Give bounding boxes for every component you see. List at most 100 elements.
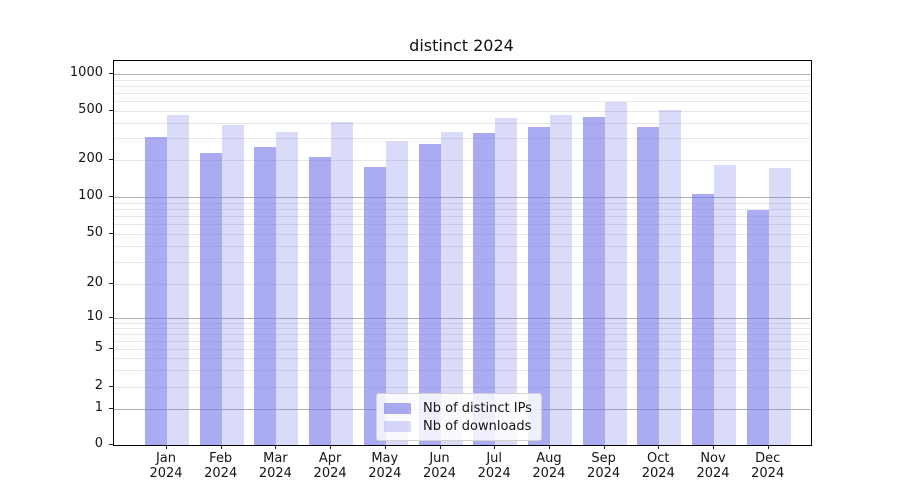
y-axis-tick-label: 2 <box>94 378 103 393</box>
bar-distinct-ips-aug <box>527 127 550 445</box>
y-axis-tick-mark <box>109 317 113 319</box>
grid-line-minor <box>114 111 811 112</box>
bar-downloads-may <box>385 141 408 445</box>
x-axis-year-label: 2024 <box>587 466 621 481</box>
x-axis-tick-mark <box>713 445 714 449</box>
plot-area <box>113 60 812 446</box>
bar-downloads-jan <box>167 114 189 445</box>
bar-distinct-ips-mar <box>254 147 277 445</box>
bar-downloads-mar <box>276 131 299 445</box>
bar-distinct-ips-dec <box>746 210 769 445</box>
grid-line-minor <box>114 160 811 161</box>
grid-line-minor <box>114 283 811 285</box>
y-axis-tick-label: 1000 <box>69 65 103 80</box>
x-axis-tick-mark <box>767 445 769 449</box>
bar-distinct-ips-sep <box>582 117 605 445</box>
bar-downloads-nov <box>714 165 736 445</box>
x-axis-tick-label: Nov 2024 <box>673 451 753 481</box>
bar-downloads-sep <box>604 102 627 445</box>
x-axis-tick-mark <box>220 445 222 449</box>
x-axis-tick-mark <box>330 445 332 449</box>
grid-line-minor <box>114 122 811 124</box>
x-axis-month-label: Oct <box>647 451 670 466</box>
bar-downloads-jun <box>440 131 463 445</box>
x-axis-tick-mark <box>603 445 605 449</box>
x-axis-month-label: Jul <box>486 451 503 466</box>
x-axis-year-label: 2024 <box>149 466 183 481</box>
x-axis-month-label: Feb <box>209 451 233 466</box>
grid-line-major <box>114 197 811 198</box>
x-axis-tick-mark <box>658 445 660 449</box>
grid-line-minor <box>114 370 811 372</box>
legend-label: Nb of distinct IPs <box>423 400 532 416</box>
grid-line-minor <box>114 328 811 330</box>
x-axis-month-label: Jan <box>155 451 177 466</box>
x-axis-year-label: 2024 <box>368 466 402 481</box>
x-axis-tick-label: Jun 2024 <box>400 451 480 481</box>
grid-line-minor <box>114 224 811 226</box>
x-axis-tick-label: Aug 2024 <box>509 451 589 481</box>
x-axis-month-label: Dec <box>755 451 781 466</box>
y-axis-tick-label: 10 <box>86 309 103 325</box>
x-axis-tick-mark <box>548 445 550 449</box>
x-axis-tick-label: Jan 2024 <box>126 451 206 481</box>
grid-line-minor <box>114 323 811 324</box>
x-axis-tick-mark <box>275 445 277 449</box>
x-axis-tick-mark <box>166 445 167 449</box>
bar-downloads-aug <box>549 114 572 445</box>
grid-line-minor <box>114 245 811 247</box>
y-axis-tick-label: 0 <box>94 436 103 451</box>
y-axis-tick-label: 1 <box>94 400 103 415</box>
y-axis-tick-mark <box>109 196 113 197</box>
x-axis-year-label: 2024 <box>751 466 785 481</box>
y-axis-tick-label: 5 <box>94 340 103 356</box>
y-axis-tick-mark <box>109 73 113 74</box>
grid-line-minor <box>114 261 811 263</box>
y-axis-tick-label: 20 <box>86 274 103 290</box>
x-axis-tick-label: Sep 2024 <box>564 451 644 481</box>
x-axis-year-label: 2024 <box>204 466 238 481</box>
x-axis-month-label: Mar <box>263 451 288 466</box>
x-axis-tick-label: Oct 2024 <box>618 451 698 481</box>
x-axis-tick-label: Apr 2024 <box>290 451 370 481</box>
y-axis-tick-mark <box>109 348 113 350</box>
grid-line-minor <box>114 93 811 95</box>
legend-item: Nb of distinct IPs <box>384 399 533 417</box>
x-axis-tick-mark <box>494 445 496 449</box>
x-axis-month-label: Nov <box>700 451 726 466</box>
y-axis-tick-mark <box>109 386 113 387</box>
chart-title: distinct 2024 <box>409 36 514 55</box>
x-axis-month-label: May <box>371 451 399 466</box>
grid-line-minor <box>114 358 811 360</box>
bar-distinct-ips-feb <box>199 152 222 445</box>
x-axis-tick-label: Jul 2024 <box>454 451 534 481</box>
legend-swatch-distinct-ips <box>384 402 411 414</box>
x-axis-month-label: Sep <box>591 451 616 466</box>
x-axis-year-label: 2024 <box>641 466 675 481</box>
bar-distinct-ips-nov <box>692 194 714 445</box>
grid-line-minor <box>114 79 811 81</box>
x-axis-year-label: 2024 <box>258 466 292 481</box>
bar-downloads-oct <box>659 110 682 445</box>
grid-line-minor <box>114 215 811 217</box>
grid-line-minor <box>114 101 811 103</box>
x-axis-tick-label: Dec 2024 <box>728 451 808 481</box>
grid-line-minor <box>114 138 811 140</box>
x-axis-month-label: Aug <box>536 451 562 466</box>
bar-distinct-ips-apr <box>309 156 332 445</box>
grid-line-minor <box>114 85 811 87</box>
bar-downloads-dec <box>768 167 791 445</box>
y-axis-tick-mark <box>109 232 113 234</box>
x-axis-year-label: 2024 <box>532 466 566 481</box>
legend-swatch-downloads <box>384 420 411 432</box>
x-axis-tick-label: May 2024 <box>345 451 425 481</box>
bar-distinct-ips-may <box>363 167 386 445</box>
legend-item: Nb of downloads <box>384 417 533 435</box>
x-axis-tick-label: Feb 2024 <box>181 451 261 481</box>
x-axis-year-label: 2024 <box>477 466 511 481</box>
y-axis-tick-label: 500 <box>78 102 103 117</box>
y-axis-tick-mark <box>109 408 113 409</box>
y-axis-tick-label: 50 <box>86 224 103 240</box>
x-axis-month-label: Apr <box>318 451 342 466</box>
